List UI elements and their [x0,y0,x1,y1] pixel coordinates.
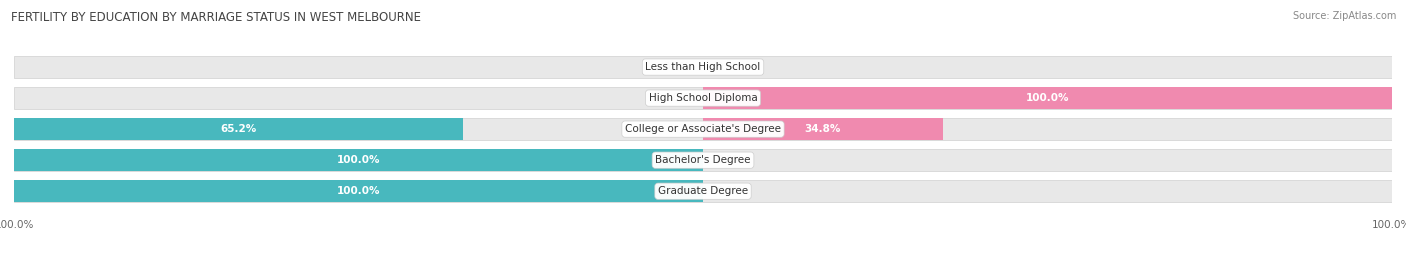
Bar [14,180,703,202]
Text: 65.2%: 65.2% [221,124,257,134]
Text: College or Associate's Degree: College or Associate's Degree [626,124,780,134]
Text: Less than High School: Less than High School [645,62,761,72]
Text: 100.0%: 100.0% [337,155,380,165]
Text: 100.0%: 100.0% [337,186,380,196]
Bar [14,118,1392,140]
Text: 0.0%: 0.0% [664,62,689,72]
Text: 0.0%: 0.0% [717,62,742,72]
Text: 0.0%: 0.0% [717,155,742,165]
Bar [14,87,1392,109]
Bar [14,180,1392,202]
Text: High School Diploma: High School Diploma [648,93,758,103]
Text: 0.0%: 0.0% [664,93,689,103]
Text: Bachelor's Degree: Bachelor's Degree [655,155,751,165]
Bar [14,118,463,140]
Bar [14,56,1392,78]
Text: Source: ZipAtlas.com: Source: ZipAtlas.com [1292,11,1396,21]
Text: 0.0%: 0.0% [717,186,742,196]
Text: FERTILITY BY EDUCATION BY MARRIAGE STATUS IN WEST MELBOURNE: FERTILITY BY EDUCATION BY MARRIAGE STATU… [11,11,422,24]
Bar [703,87,1392,109]
Text: Graduate Degree: Graduate Degree [658,186,748,196]
Text: 100.0%: 100.0% [1026,93,1069,103]
Bar [703,118,943,140]
Bar [14,149,1392,171]
Text: 34.8%: 34.8% [804,124,841,134]
Bar [14,149,703,171]
